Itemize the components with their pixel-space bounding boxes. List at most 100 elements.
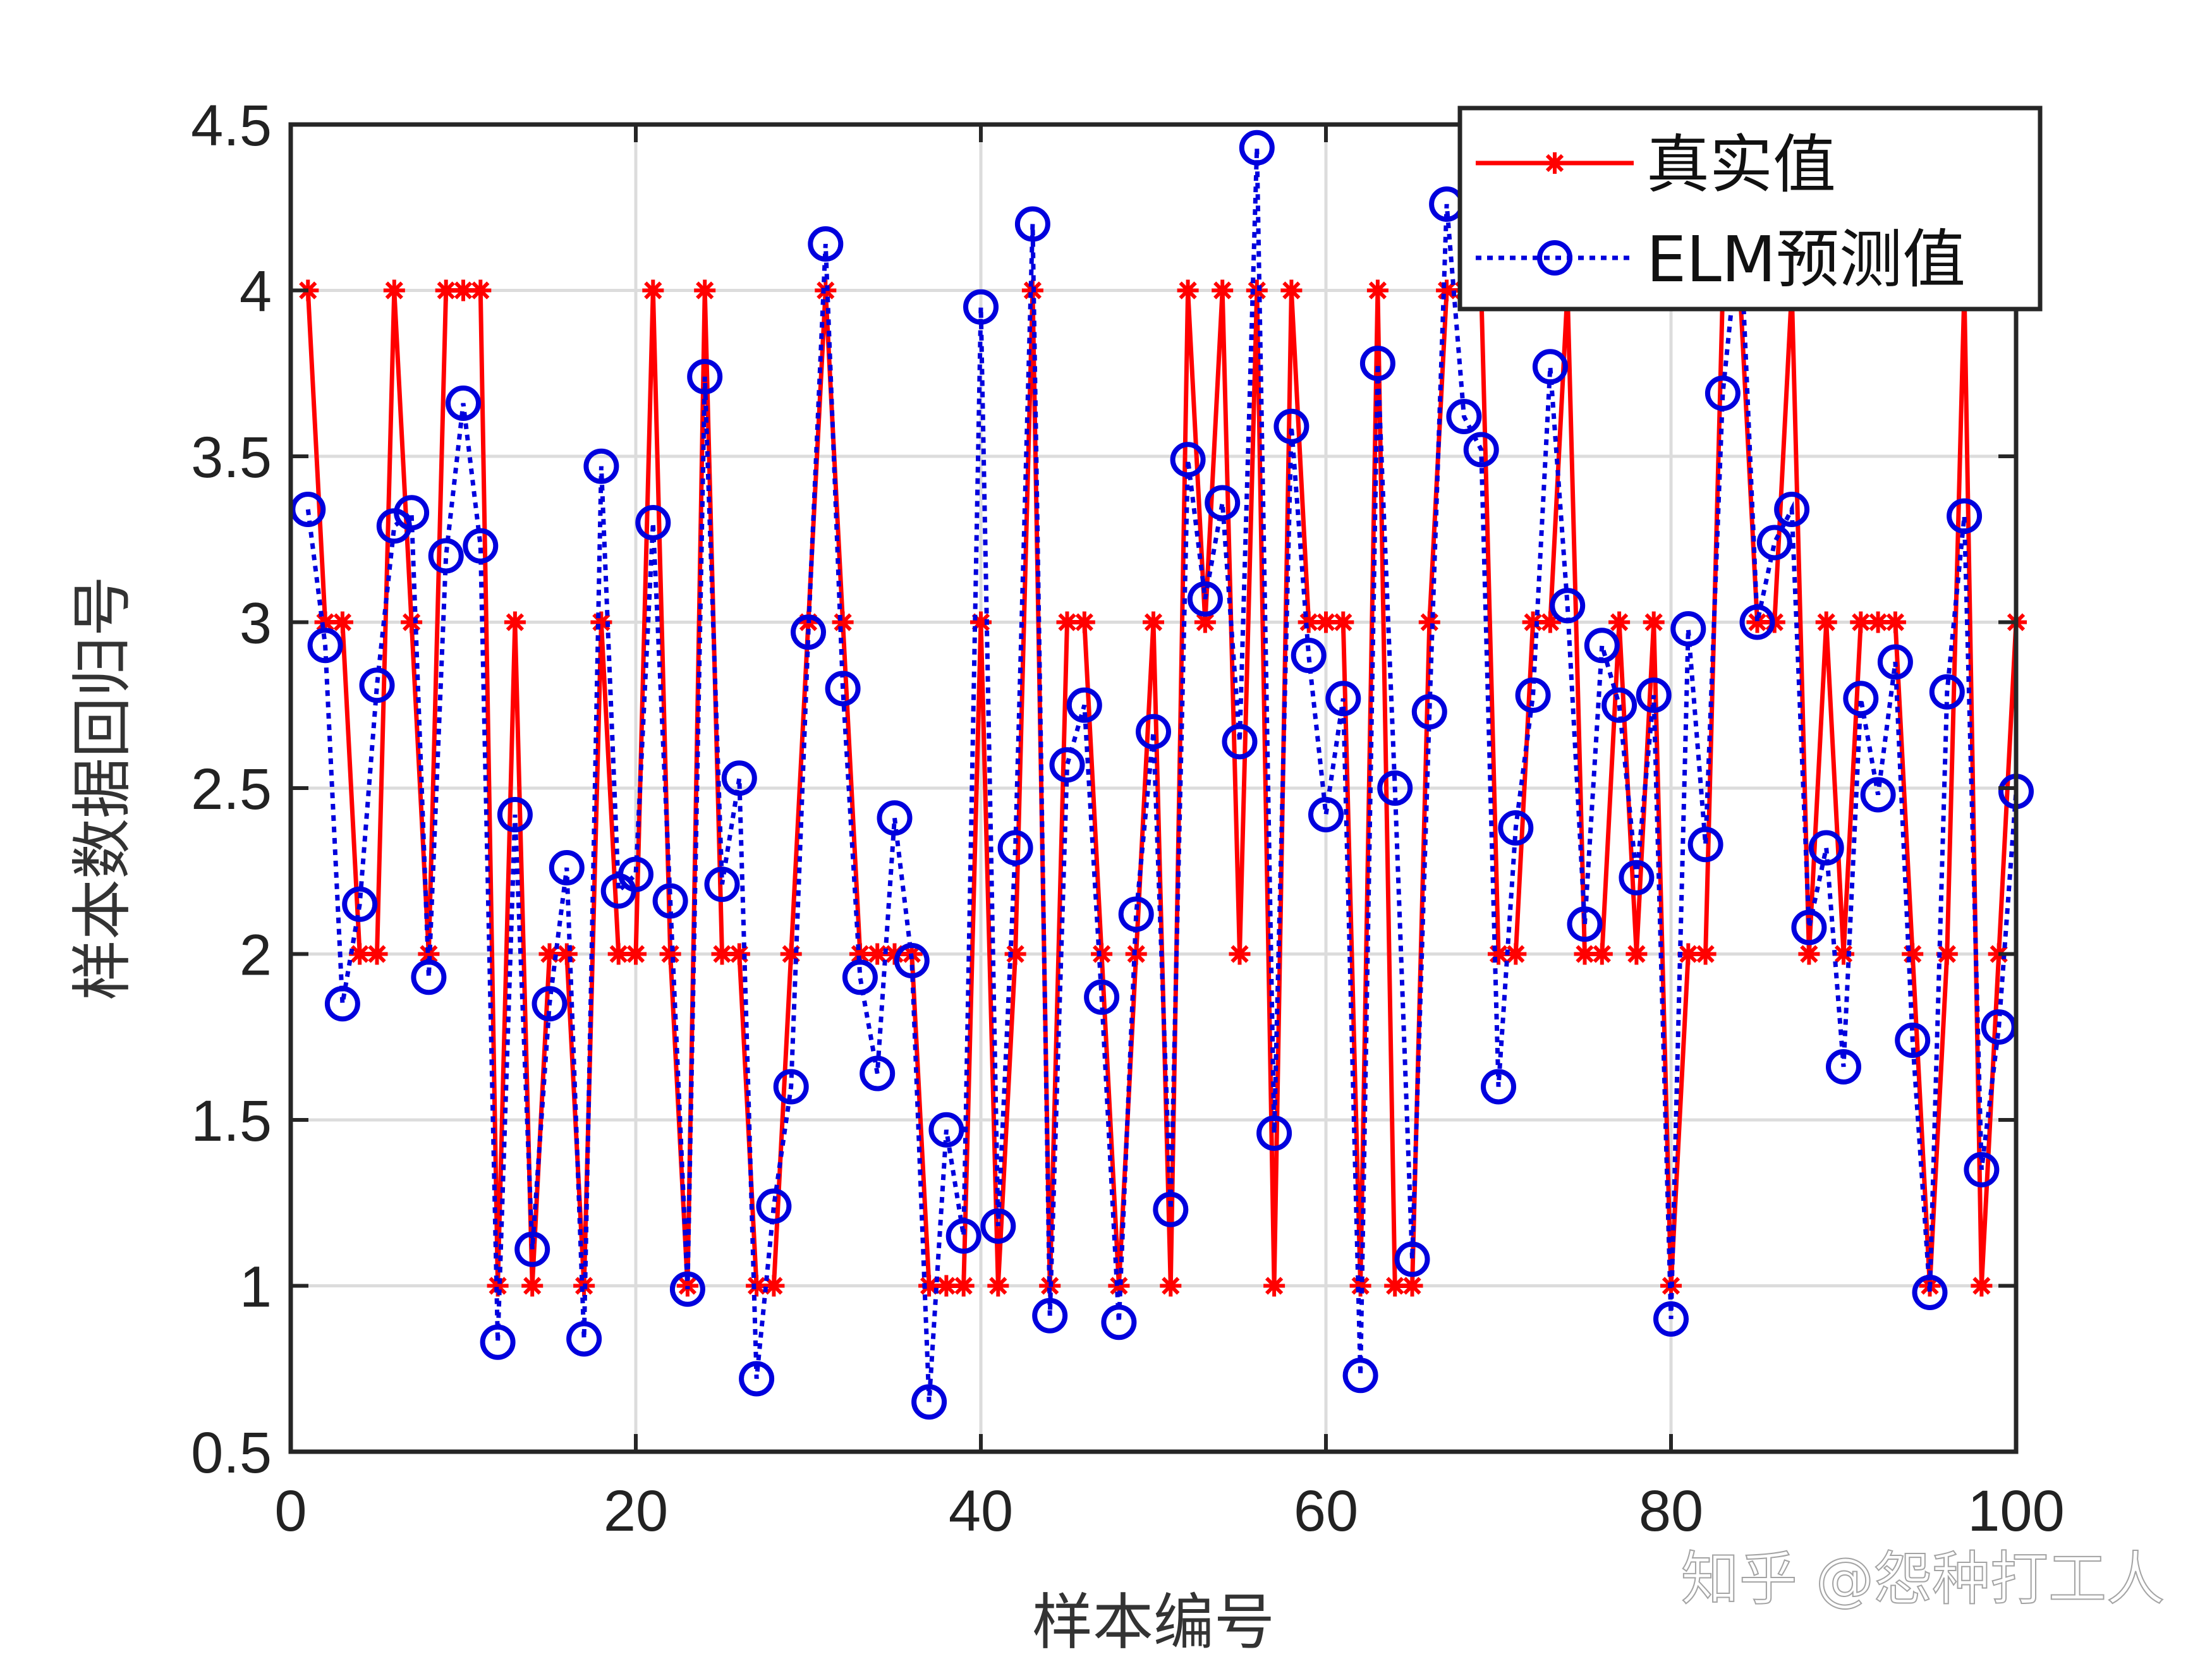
- true-value-point: [1332, 611, 1354, 633]
- true-value-point: [401, 611, 423, 633]
- pred-value-point: [1170, 442, 1206, 478]
- pred-value-point: [1739, 604, 1775, 640]
- pred-value-point: [1308, 797, 1344, 832]
- true-value-point: [1694, 943, 1717, 965]
- pred-value-point: [963, 289, 999, 325]
- pred-value-point: [704, 866, 740, 902]
- pred-value-point: [1049, 747, 1085, 783]
- pred-value-point: [739, 1361, 775, 1397]
- true-value-point: [763, 1275, 785, 1297]
- true-value-point: [1004, 943, 1026, 965]
- pred-value-point: [1843, 681, 1879, 717]
- pred-value-point: [687, 359, 723, 394]
- pred-value-point: [566, 1321, 602, 1357]
- pred-value-point: [1136, 714, 1171, 750]
- true-value-point: [1401, 1275, 1423, 1297]
- pred-value-point: [1084, 979, 1120, 1015]
- pred-value-point: [1222, 724, 1258, 760]
- pred-value-point: [342, 886, 378, 922]
- pred-value-point: [428, 538, 464, 574]
- pred-value-point: [1895, 1023, 1931, 1058]
- pred-value-point: [463, 528, 499, 564]
- pred-value-point: [1153, 1191, 1189, 1227]
- true-value-point: [1091, 943, 1113, 965]
- pred-value-point: [1325, 681, 1361, 717]
- pred-value-point: [1964, 1152, 2000, 1188]
- pred-value-point: [842, 959, 878, 995]
- true-value-point: [1263, 1275, 1285, 1297]
- pred-value-point: [635, 505, 671, 540]
- pred-value-point: [997, 830, 1033, 866]
- pred-value-point: [1101, 1304, 1137, 1340]
- pred-value-point: [324, 986, 360, 1022]
- watermark: 知乎 @怨种打工人: [1681, 1545, 2165, 1613]
- pred-value-point: [1205, 485, 1241, 521]
- pred-value-point: [583, 448, 619, 484]
- pred-value-point: [1584, 628, 1620, 664]
- tick-label-layer: 0 20 40 60 80 100 0.5 1 1.5 2 2.5 3 3.5 4 4.5: [191, 94, 2065, 1543]
- pred-value-point: [1808, 830, 1844, 866]
- pred-value-point: [1860, 777, 1896, 813]
- legend-box: [1457, 106, 2043, 312]
- pred-value-point: [1446, 399, 1482, 434]
- x-tick-label: 20: [604, 1479, 668, 1543]
- true-value-point: [1160, 1275, 1182, 1297]
- y-tick-label: 1.5: [191, 1089, 272, 1153]
- true-value-point: [1798, 943, 1820, 965]
- true-value-point: [746, 1275, 768, 1297]
- legend-label-true: 真实值: [1646, 128, 1836, 202]
- pred-value-point: [514, 1231, 550, 1267]
- pred-value-point: [411, 959, 447, 995]
- legend-marker-true: [1544, 152, 1565, 174]
- true-value-point: [331, 611, 353, 633]
- pred-value-point: [1498, 810, 1534, 846]
- true-value-point: [366, 943, 388, 965]
- true-value-point: [625, 943, 647, 965]
- true-value-point: [470, 279, 492, 301]
- true-value-point: [694, 279, 716, 301]
- pred-value-point: [911, 1384, 947, 1420]
- true-value-point: [1643, 611, 1665, 633]
- legend-marker-pred: [1537, 240, 1572, 276]
- y-tick-label: 2.5: [191, 757, 272, 822]
- legend-label-pred: ELM预测值: [1646, 222, 1966, 296]
- pred-value-point: [980, 1208, 1016, 1244]
- y-tick-label: 4: [240, 260, 272, 324]
- pred-value-point: [1705, 375, 1741, 411]
- pred-value-point: [1291, 638, 1327, 673]
- y-tick-label: 1: [240, 1255, 272, 1320]
- true-value-point: [1212, 279, 1234, 301]
- y-tick-label: 4.5: [191, 94, 272, 158]
- pred-value-point: [1550, 588, 1586, 624]
- true-value-point: [1366, 279, 1389, 301]
- pred-value-point: [394, 495, 430, 531]
- pred-value-point: [669, 1271, 705, 1307]
- pred-value-point: [877, 800, 913, 836]
- true-value-point: [1143, 611, 1164, 633]
- true-value-point: [1591, 943, 1613, 965]
- true-value-point: [952, 1275, 975, 1297]
- pred-value-point: [359, 667, 395, 703]
- pred-value-point: [497, 797, 533, 832]
- pred-value-point: [307, 628, 343, 664]
- pred-value-point: [1636, 678, 1672, 713]
- x-tick-label: 60: [1294, 1479, 1358, 1543]
- pred-value-point: [1756, 525, 1792, 561]
- pred-value-point: [1687, 827, 1723, 863]
- series-layer: [290, 130, 2034, 1420]
- true-value-point: [1229, 943, 1251, 965]
- x-axis-title: 样本编号: [1032, 1587, 1275, 1658]
- pred-value-point: [756, 1188, 792, 1224]
- legend-asterisk: [1544, 152, 1565, 174]
- true-value-point: [435, 279, 457, 301]
- pred-value-point: [825, 671, 861, 707]
- y-tick-label: 3.5: [191, 425, 272, 490]
- pred-value-point: [1463, 432, 1499, 468]
- x-tick-label: 80: [1639, 1479, 1703, 1543]
- pred-value-point: [945, 1218, 981, 1254]
- true-value-point: [1522, 611, 1544, 633]
- x-tick-label: 0: [274, 1479, 307, 1543]
- legend: 真实值 ELM预测值: [1457, 106, 2043, 312]
- pred-value-point: [894, 943, 930, 978]
- pred-value-point: [928, 1112, 964, 1148]
